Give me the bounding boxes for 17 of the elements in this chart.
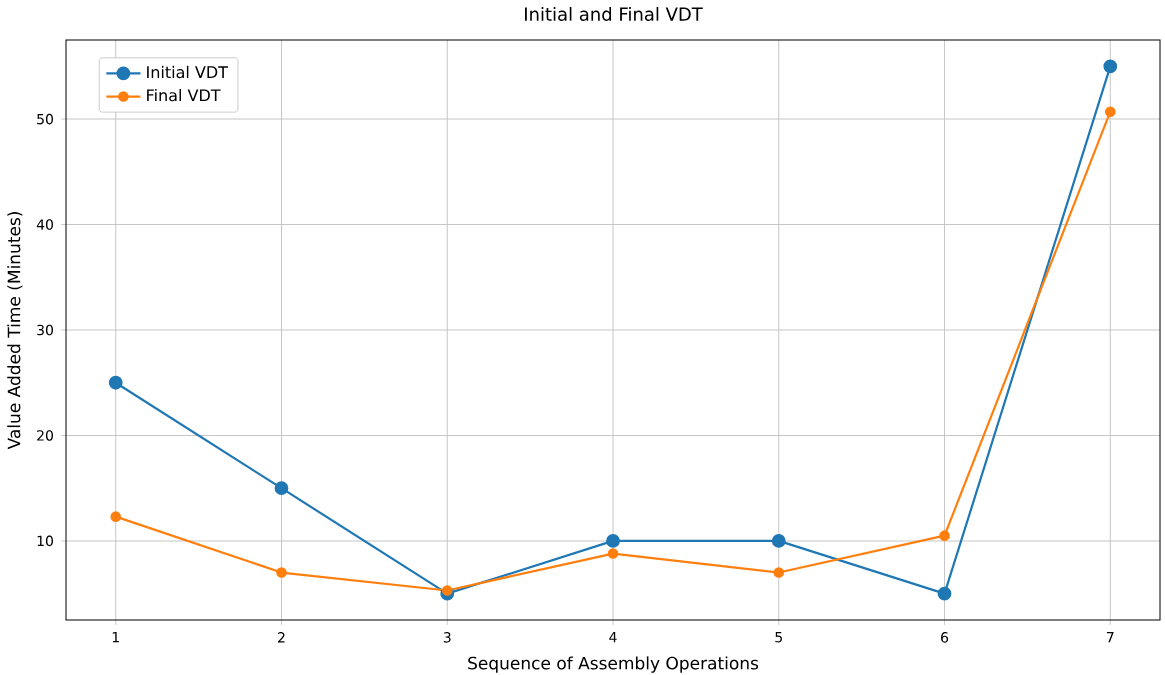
x-axis-title: Sequence of Assembly Operations (468, 656, 759, 673)
y-axis-title: Value Added Time (Minutes) (7, 212, 23, 450)
x-tick-label: 3 (443, 632, 451, 643)
x-tick-label: 7 (1106, 632, 1114, 643)
x-tick-label: 5 (775, 632, 782, 643)
y-tick-label: 50 (37, 113, 53, 125)
legend-label: Initial VDT (147, 65, 229, 79)
x-tick-label: 1 (112, 632, 119, 643)
x-tick-label: 4 (609, 632, 617, 643)
y-tick-label: 20 (37, 430, 53, 441)
chart-title: Initial and Final VDT (525, 7, 703, 21)
x-tick-label: 6 (941, 632, 949, 643)
legend-label: Final VDT (147, 88, 221, 102)
y-tick-label: 40 (36, 219, 53, 230)
y-tick-label: 30 (37, 324, 53, 336)
x-tick-label: 2 (278, 632, 285, 643)
y-tick-label: 10 (37, 535, 53, 547)
